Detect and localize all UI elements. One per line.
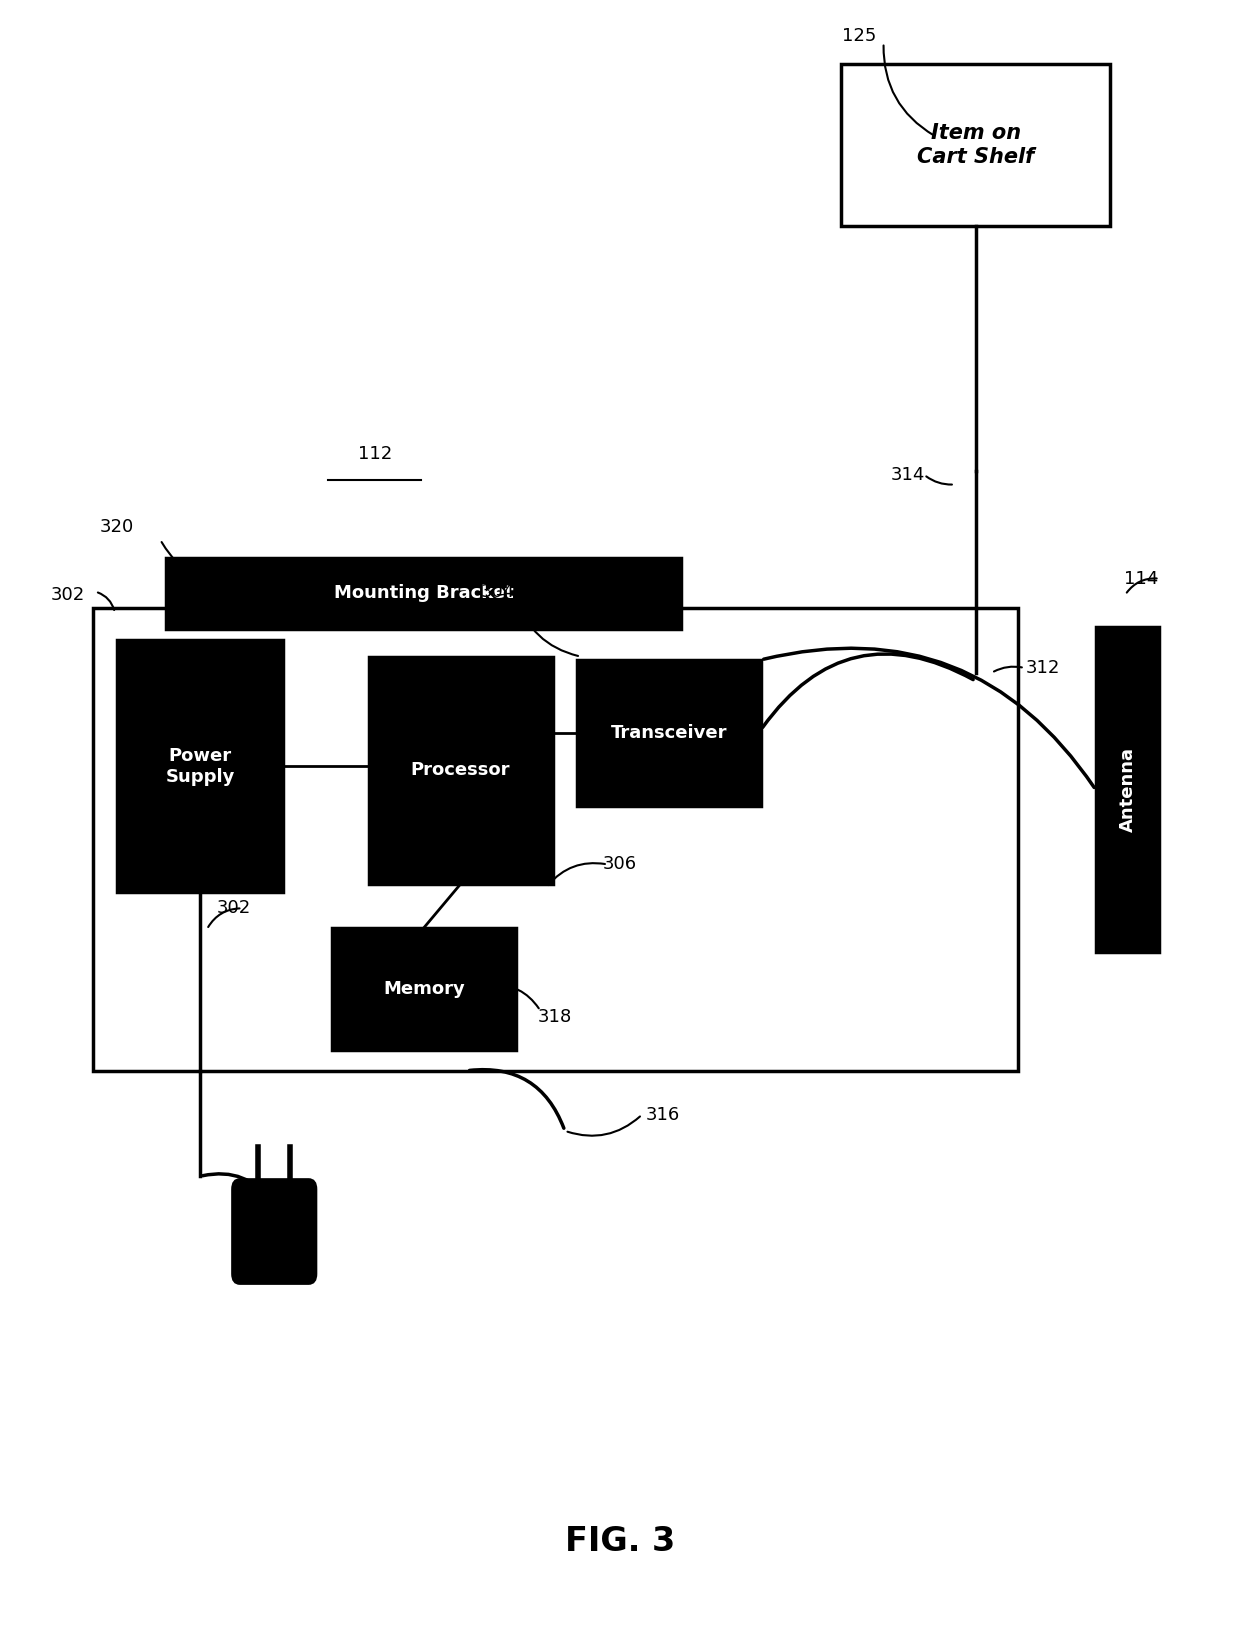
Text: 304: 304 — [480, 583, 515, 601]
FancyBboxPatch shape — [368, 657, 553, 885]
FancyBboxPatch shape — [166, 557, 681, 629]
Text: 316: 316 — [646, 1106, 680, 1124]
Text: 112: 112 — [357, 444, 392, 462]
FancyBboxPatch shape — [841, 64, 1111, 226]
Text: Mounting Bracket: Mounting Bracket — [334, 585, 513, 603]
Text: 318: 318 — [538, 1007, 572, 1025]
Text: 306: 306 — [603, 855, 637, 873]
Text: Transceiver: Transceiver — [611, 724, 728, 742]
FancyBboxPatch shape — [118, 640, 283, 893]
FancyBboxPatch shape — [332, 927, 516, 1050]
Text: Power
Supply: Power Supply — [165, 747, 234, 786]
Text: FIG. 3: FIG. 3 — [565, 1525, 675, 1558]
Text: 114: 114 — [1123, 570, 1158, 588]
Text: 302: 302 — [217, 899, 250, 917]
Text: 125: 125 — [842, 28, 877, 46]
Text: 312: 312 — [1025, 658, 1060, 676]
Text: Processor: Processor — [410, 762, 511, 780]
FancyBboxPatch shape — [233, 1179, 316, 1284]
Text: 320: 320 — [100, 518, 134, 536]
Text: Memory: Memory — [383, 980, 465, 998]
FancyBboxPatch shape — [93, 608, 1018, 1071]
Text: Antenna: Antenna — [1118, 747, 1137, 832]
Text: Item on
Cart Shelf: Item on Cart Shelf — [916, 123, 1034, 167]
Text: 314: 314 — [892, 465, 925, 483]
FancyBboxPatch shape — [577, 660, 761, 806]
FancyBboxPatch shape — [1096, 627, 1159, 952]
Text: 302: 302 — [51, 586, 86, 604]
